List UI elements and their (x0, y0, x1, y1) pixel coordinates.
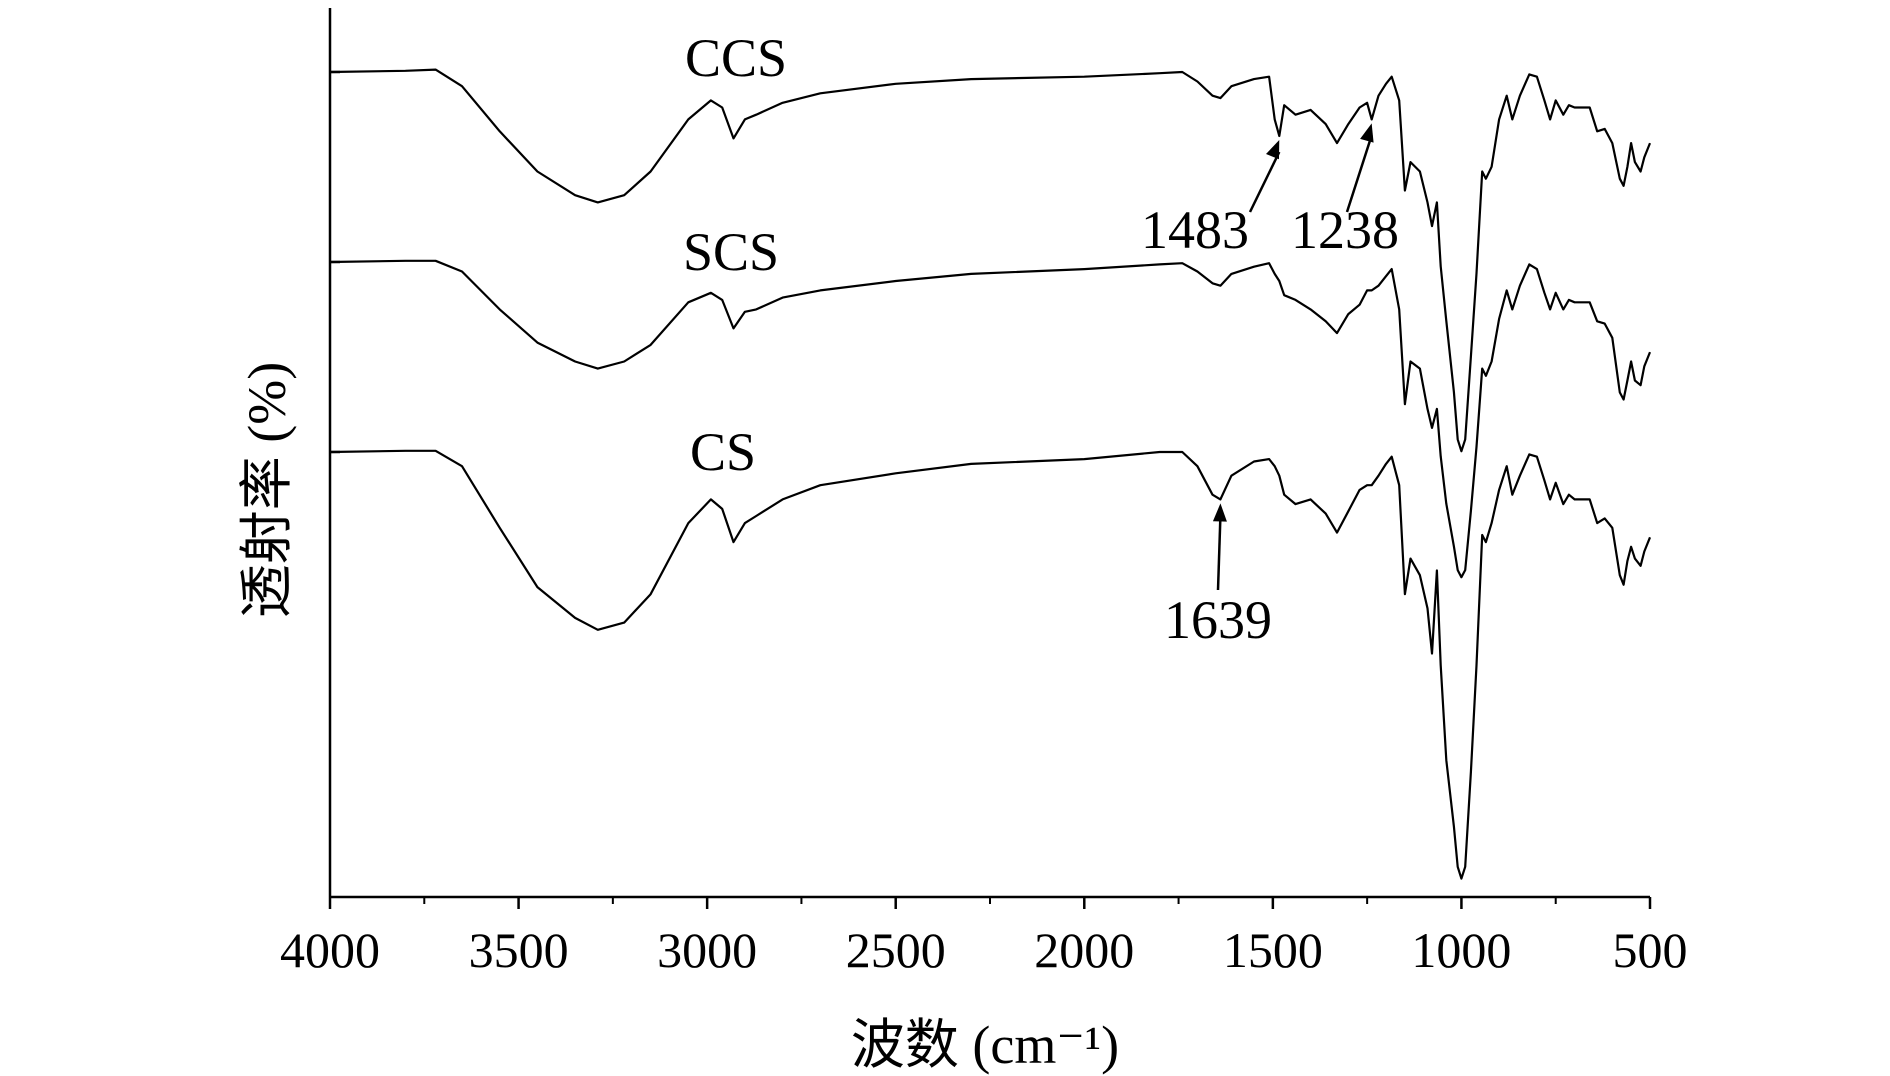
series-line-cs (329, 449, 1652, 880)
annotations: 1483 1238 1639 (1141, 123, 1399, 650)
y-axis-title: 透射率 (%) (237, 362, 297, 618)
annotation-label-1639: 1639 (1164, 590, 1272, 650)
x-tick-label: 3500 (469, 922, 569, 978)
x-tick-label: 2000 (1034, 922, 1134, 978)
spectra (329, 68, 1652, 880)
axes (328, 8, 1650, 899)
x-axis-title: 波数 (cm⁻¹) (851, 1015, 1119, 1075)
x-tick-label: 1000 (1411, 922, 1511, 978)
x-tick-label: 2500 (846, 922, 946, 978)
annotation-arrow (1248, 151, 1281, 213)
annotation-arrow (1216, 515, 1222, 591)
annotation-label-1238: 1238 (1291, 200, 1399, 260)
annotation-arrowhead (1360, 123, 1374, 143)
annotation-arrowhead (1212, 503, 1227, 522)
x-tick-label: 3000 (657, 922, 757, 978)
series-line-scs (329, 259, 1652, 579)
annotation-arrowhead (1266, 139, 1280, 160)
series-labels: CCS SCS CS (683, 28, 787, 482)
annotation-label-1483: 1483 (1141, 200, 1249, 260)
series-label-ccs: CCS (685, 28, 787, 88)
x-ticks: 4000 3500 3000 2500 2000 1500 1000 500 (280, 70, 1688, 978)
x-tick-label: 500 (1613, 922, 1688, 978)
annotation-arrow (1345, 135, 1373, 213)
x-tick-label: 4000 (280, 922, 380, 978)
series-line-ccs (329, 68, 1652, 453)
series-label-cs: CS (690, 422, 756, 482)
x-tick-label: 1500 (1223, 922, 1323, 978)
series-label-scs: SCS (683, 222, 779, 282)
